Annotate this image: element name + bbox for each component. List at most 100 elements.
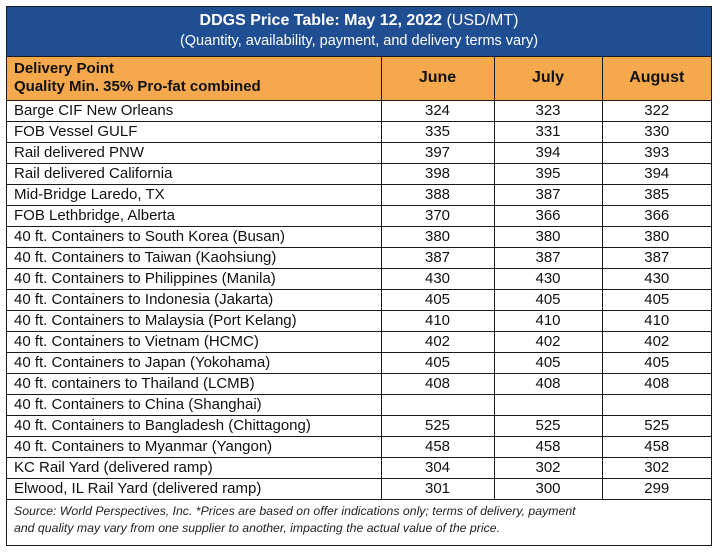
- table-row: 40 ft. Containers to Taiwan (Kaohsiung) 3…: [7, 247, 711, 269]
- table-row: Elwood, IL Rail Yard (delivered ramp) 301…: [7, 478, 711, 500]
- july-price-cell: 331: [494, 121, 603, 143]
- table-row: Barge CIF New Orleans 324 323 322: [7, 100, 711, 122]
- august-price-cell: 405: [602, 289, 711, 311]
- june-price-cell: 397: [381, 142, 495, 164]
- table-row: 40 ft. Containers to South Korea (Busan)…: [7, 226, 711, 248]
- delivery-point-cell: Rail delivered PNW: [7, 142, 382, 164]
- header-delivery-point: Delivery Point Quality Min. 35% Pro-fat …: [7, 57, 382, 101]
- august-price-cell: 394: [602, 163, 711, 185]
- table-subtitle: (Quantity, availability, payment, and de…: [179, 33, 539, 49]
- july-price-cell: 408: [494, 373, 603, 395]
- table-row: Rail delivered PNW 397 394 393: [7, 142, 711, 164]
- august-price-cell: 408: [602, 373, 711, 395]
- june-price-cell: 370: [381, 205, 495, 227]
- table-row: FOB Vessel GULF 335 331 330: [7, 121, 711, 143]
- august-price-cell: 405: [602, 352, 711, 374]
- delivery-point-cell: 40 ft. Containers to South Korea (Busan): [7, 226, 382, 248]
- august-price-cell: 402: [602, 331, 711, 353]
- header-quality-label: Quality Min. 35% Pro-fat combined: [14, 78, 261, 96]
- june-price-cell: 410: [381, 310, 495, 332]
- delivery-point-cell: 40 ft. Containers to Indonesia (Jakarta): [7, 289, 382, 311]
- august-price-cell: [602, 394, 711, 416]
- delivery-point-cell: 40 ft. Containers to Bangladesh (Chittag…: [7, 415, 382, 437]
- june-price-cell: 405: [381, 289, 495, 311]
- delivery-point-cell: FOB Vessel GULF: [7, 121, 382, 143]
- august-price-cell: 366: [602, 205, 711, 227]
- august-price-cell: 430: [602, 268, 711, 290]
- august-price-cell: 302: [602, 457, 711, 479]
- august-price-cell: 322: [602, 100, 711, 122]
- source-note: Source: World Perspectives, Inc. *Prices…: [7, 500, 711, 537]
- august-price-cell: 525: [602, 415, 711, 437]
- table-row: 40 ft. Containers to Indonesia (Jakarta)…: [7, 289, 711, 311]
- source-note-line2: and quality may vary from one supplier t…: [14, 520, 500, 535]
- june-price-cell: 525: [381, 415, 495, 437]
- delivery-point-cell: FOB Lethbridge, Alberta: [7, 205, 382, 227]
- july-price-cell: 525: [494, 415, 603, 437]
- july-price-cell: 300: [494, 478, 603, 500]
- delivery-point-cell: 40 ft. Containers to Philippines (Manila…: [7, 268, 382, 290]
- july-price-cell: 302: [494, 457, 603, 479]
- header-august: August: [602, 57, 711, 101]
- table-row: FOB Lethbridge, Alberta 370 366 366: [7, 205, 711, 227]
- july-price-cell: 323: [494, 100, 603, 122]
- july-price-cell: 405: [494, 352, 603, 374]
- table-row: Rail delivered California 398 395 394: [7, 163, 711, 185]
- august-price-cell: 410: [602, 310, 711, 332]
- august-price-cell: 387: [602, 247, 711, 269]
- header-delivery-point-label: Delivery Point: [14, 60, 115, 78]
- june-price-cell: 398: [381, 163, 495, 185]
- header-june: June: [381, 57, 495, 101]
- june-price-cell: 324: [381, 100, 495, 122]
- price-table-frame: DDGS Price Table: May 12, 2022 (USD/MT) …: [6, 6, 712, 546]
- june-price-cell: 380: [381, 226, 495, 248]
- table-title-bar: DDGS Price Table: May 12, 2022 (USD/MT) …: [7, 7, 711, 57]
- table-row: 40 ft. Containers to Malaysia (Port Kela…: [7, 310, 711, 332]
- august-price-cell: 385: [602, 184, 711, 206]
- delivery-point-cell: 40 ft. Containers to Malaysia (Port Kela…: [7, 310, 382, 332]
- table-title: DDGS Price Table: May 12, 2022 (USD/MT): [7, 10, 711, 31]
- august-price-cell: 393: [602, 142, 711, 164]
- june-price-cell: 405: [381, 352, 495, 374]
- july-price-cell: [494, 394, 603, 416]
- title-main: DDGS Price Table: May 12, 2022: [199, 12, 443, 29]
- june-price-cell: 387: [381, 247, 495, 269]
- august-price-cell: 458: [602, 436, 711, 458]
- header-row: Delivery Point Quality Min. 35% Pro-fat …: [7, 57, 711, 101]
- delivery-point-cell: Rail delivered California: [7, 163, 382, 185]
- table-body: Barge CIF New Orleans 324 323 322 FOB Vessel…: [7, 100, 711, 500]
- june-price-cell: 458: [381, 436, 495, 458]
- july-price-cell: 405: [494, 289, 603, 311]
- august-price-cell: 330: [602, 121, 711, 143]
- july-price-cell: 394: [494, 142, 603, 164]
- delivery-point-cell: KC Rail Yard (delivered ramp): [7, 457, 382, 479]
- delivery-point-cell: 40 ft. Containers to Myanmar (Yangon): [7, 436, 382, 458]
- price-table: Delivery Point Quality Min. 35% Pro-fat …: [7, 57, 711, 500]
- delivery-point-cell: Barge CIF New Orleans: [7, 100, 382, 122]
- table-row: 40 ft. Containers to Bangladesh (Chittag…: [7, 415, 711, 437]
- june-price-cell: 304: [381, 457, 495, 479]
- delivery-point-cell: 40 ft. Containers to Vietnam (HCMC): [7, 331, 382, 353]
- delivery-point-cell: 40 ft. Containers to Japan (Yokohama): [7, 352, 382, 374]
- july-price-cell: 387: [494, 184, 603, 206]
- july-price-cell: 458: [494, 436, 603, 458]
- june-price-cell: 408: [381, 373, 495, 395]
- table-row: 40 ft. Containers to Japan (Yokohama) 405…: [7, 352, 711, 374]
- july-price-cell: 410: [494, 310, 603, 332]
- june-price-cell: 402: [381, 331, 495, 353]
- july-price-cell: 387: [494, 247, 603, 269]
- august-price-cell: 380: [602, 226, 711, 248]
- table-row: Mid-Bridge Laredo, TX 388 387 385: [7, 184, 711, 206]
- delivery-point-cell: Elwood, IL Rail Yard (delivered ramp): [7, 478, 382, 500]
- june-price-cell: 335: [381, 121, 495, 143]
- july-price-cell: 380: [494, 226, 603, 248]
- june-price-cell: 388: [381, 184, 495, 206]
- delivery-point-cell: 40 ft. containers to Thailand (LCMB): [7, 373, 382, 395]
- header-july: July: [494, 57, 603, 101]
- july-price-cell: 402: [494, 331, 603, 353]
- august-price-cell: 299: [602, 478, 711, 500]
- table-row: 40 ft. Containers to Myanmar (Yangon) 458…: [7, 436, 711, 458]
- june-price-cell: 301: [381, 478, 495, 500]
- july-price-cell: 366: [494, 205, 603, 227]
- june-price-cell: 430: [381, 268, 495, 290]
